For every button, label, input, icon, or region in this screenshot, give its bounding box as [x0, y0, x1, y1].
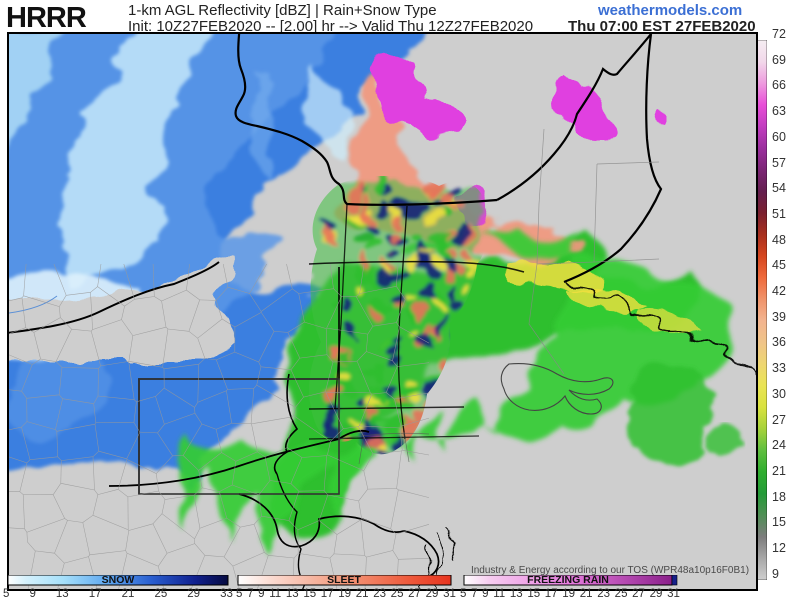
svg-text:FREEZING RAIN: FREEZING RAIN [527, 575, 609, 586]
svg-text:SNOW: SNOW [102, 575, 135, 586]
svg-text:SLEET: SLEET [327, 575, 361, 586]
